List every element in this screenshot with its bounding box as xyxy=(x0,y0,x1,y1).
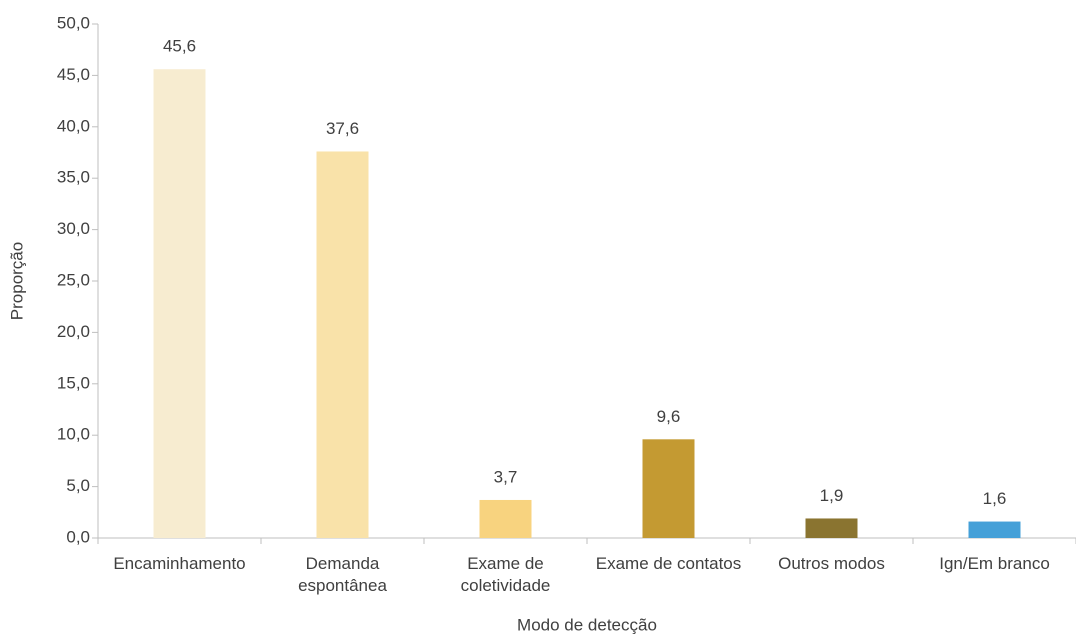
x-tick-label: Ign/Em branco xyxy=(939,554,1050,573)
value-label: 1,6 xyxy=(983,489,1007,508)
value-label: 9,6 xyxy=(657,407,681,426)
y-tick-label: 5,0 xyxy=(66,476,90,495)
x-tick-label: Demanda espontânea xyxy=(298,554,387,595)
y-tick-label: 40,0 xyxy=(57,116,90,135)
x-tick-label: Encaminhamento xyxy=(113,554,246,573)
x-tick-label: Exame de coletividade xyxy=(460,554,551,595)
bar xyxy=(479,499,532,538)
y-tick-label: 15,0 xyxy=(57,373,90,392)
bar xyxy=(316,151,369,539)
value-label: 37,6 xyxy=(326,119,359,138)
y-tick-label: 0,0 xyxy=(66,527,90,546)
x-axis-title: Modo de detecção xyxy=(517,615,657,634)
value-label: 3,7 xyxy=(494,467,518,486)
value-label: 45,6 xyxy=(163,37,196,56)
y-tick-label: 20,0 xyxy=(57,322,90,341)
bar xyxy=(805,518,858,538)
y-tick-label: 50,0 xyxy=(57,13,90,32)
bar xyxy=(642,439,695,538)
y-tick-label: 45,0 xyxy=(57,65,90,84)
x-tick-label: Exame de contatos xyxy=(595,554,742,573)
value-label: 1,9 xyxy=(820,486,844,505)
y-tick-label: 25,0 xyxy=(57,270,90,289)
y-tick-label: 10,0 xyxy=(57,425,90,444)
bar xyxy=(153,69,206,539)
bar xyxy=(968,521,1021,538)
x-tick-label: Outros modos xyxy=(778,554,885,573)
y-tick-label: 30,0 xyxy=(57,219,90,238)
y-tick-label: 35,0 xyxy=(57,168,90,187)
y-axis-title: Proporção xyxy=(7,242,26,320)
